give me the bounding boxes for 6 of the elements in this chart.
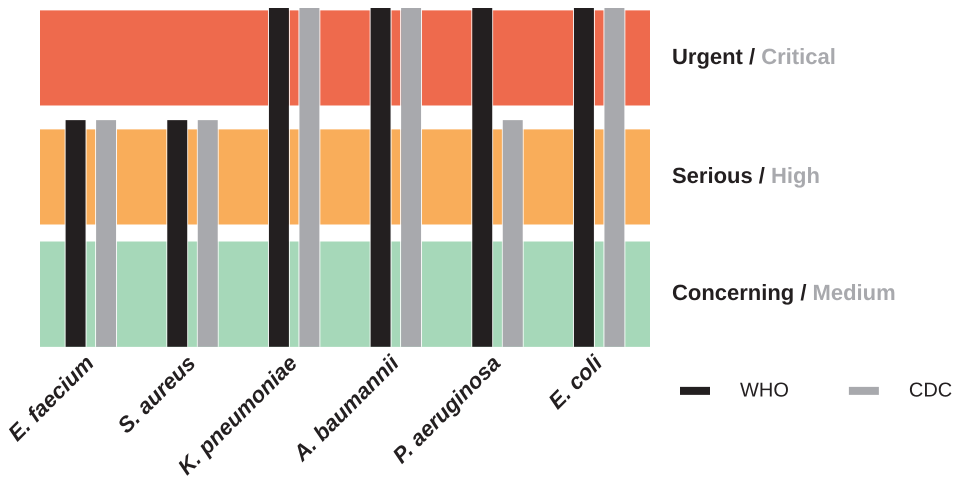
band-label: Urgent / Critical — [672, 44, 836, 70]
band-label: Serious / High — [672, 162, 820, 188]
band-label: Concerning / Medium — [672, 280, 896, 306]
legend-label: CDC — [908, 379, 952, 402]
legend-label: WHO — [740, 379, 789, 402]
x-tick-label: E. coli — [543, 350, 608, 414]
